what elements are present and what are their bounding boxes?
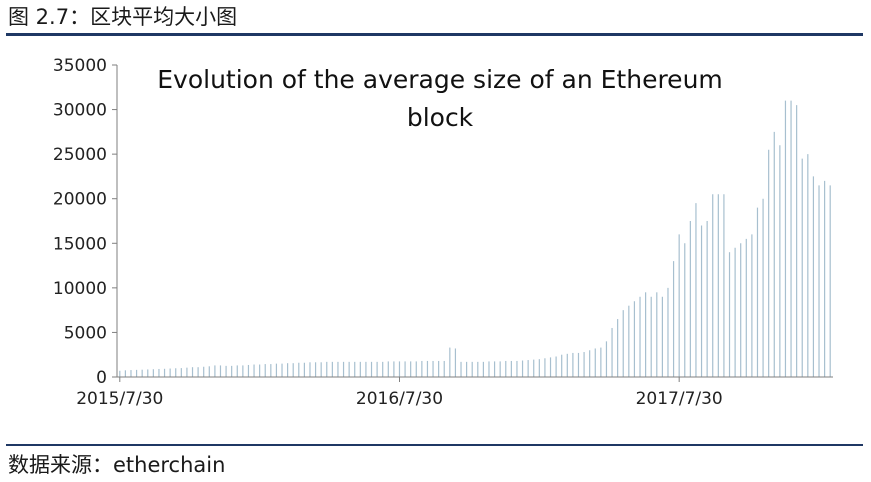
data-source: 数据来源：etherchain	[8, 453, 226, 477]
x-tick-label: 2015/7/30	[76, 389, 163, 409]
x-tick-label: 2016/7/30	[356, 389, 443, 409]
y-tick-label: 5000	[64, 323, 107, 343]
chart-title-line-2: block	[407, 103, 474, 132]
x-axis-ticks: 2015/7/30 2016/7/30 2017/7/30	[76, 377, 723, 409]
figure-caption: 图 2.7：区块平均大小图	[8, 5, 238, 29]
bar-series	[119, 100, 831, 377]
x-tick-label: 2017/7/30	[636, 389, 723, 409]
chart-title-line-1: Evolution of the average size of an Ethe…	[157, 65, 723, 94]
y-tick-label: 35000	[53, 56, 107, 76]
y-axis-ticks: 0 5000 10000 15000 20000 25000 30000 35000	[53, 56, 117, 388]
block-size-chart: 0 5000 10000 15000 20000 25000 30000 35000 2015…	[53, 56, 833, 409]
y-tick-label: 0	[96, 368, 107, 388]
y-tick-label: 30000	[53, 101, 107, 121]
y-tick-label: 10000	[53, 279, 107, 299]
y-tick-label: 15000	[53, 234, 107, 254]
top-divider	[6, 33, 863, 36]
y-tick-label: 20000	[53, 190, 107, 210]
y-tick-label: 25000	[53, 145, 107, 165]
bottom-divider	[6, 444, 863, 446]
